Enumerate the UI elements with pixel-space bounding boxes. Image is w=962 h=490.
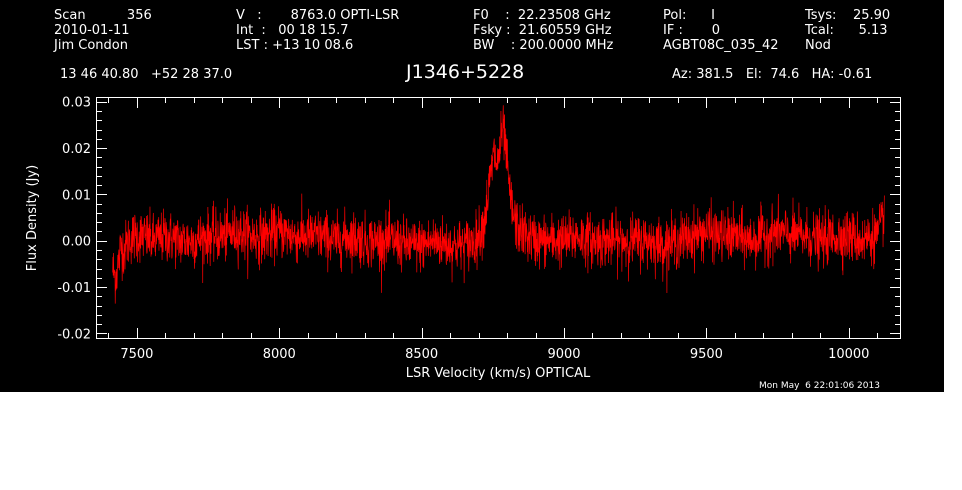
x-tick-label: 8500	[405, 347, 438, 362]
header-tcal: Tcal: 5.13	[805, 23, 888, 38]
header-sky-freq: Fsky : 21.60559 GHz	[473, 23, 612, 38]
header-rest-freq: F0 : 22.23508 GHz	[473, 8, 611, 23]
y-tick-label: -0.02	[57, 327, 91, 342]
y-axis-label: Flux Density (Jy)	[25, 165, 40, 271]
x-tick-label: 10000	[828, 347, 869, 362]
plot-frame	[96, 97, 901, 339]
chart-title: J1346+5228	[406, 61, 525, 83]
x-axis-label: LSR Velocity (km/s) OPTICAL	[406, 366, 591, 381]
header-observer: Jim Condon	[54, 38, 128, 53]
y-tick-label: 0.01	[62, 188, 91, 203]
header-project: AGBT08C_035_42	[663, 38, 779, 53]
x-tick-label: 8000	[263, 347, 296, 362]
x-tick-label: 9500	[690, 347, 723, 362]
header-procedure: Nod	[805, 38, 831, 53]
header-velocity: V : 8763.0 OPTI-LSR	[236, 8, 400, 23]
timestamp: Mon May 6 22:01:06 2013	[759, 381, 880, 391]
spectrum-line	[112, 105, 885, 304]
header-tsys: Tsys: 25.90	[805, 8, 891, 23]
header-date: 2010-01-11	[54, 23, 130, 38]
header-scan: Scan 356	[54, 8, 152, 23]
header-bandwidth: BW : 200.0000 MHz	[473, 38, 614, 53]
spectrum-trace-layer	[112, 105, 885, 304]
header-if: IF : 0	[663, 23, 721, 38]
y-tick-label: 0.00	[62, 235, 91, 250]
x-tick-label: 7500	[120, 347, 153, 362]
header-polarization: Pol: I	[663, 8, 715, 23]
x-tick-label: 9000	[547, 347, 580, 362]
header-coordinates: 13 46 40.80 +52 28 37.0	[60, 67, 233, 82]
header-integration: Int : 00 18 15.7	[236, 23, 349, 38]
header-lst: LST : +13 10 08.6	[236, 38, 354, 53]
plot-panel: Scan 356 2010-01-11 Jim Condon V : 8763.…	[0, 0, 944, 392]
y-tick-label: -0.01	[57, 281, 91, 296]
y-tick-label: 0.02	[62, 142, 91, 157]
spectrum-chart: 7500 8000 8500 9000 9500 10000 -0.02 -0.01 0.00 0…	[25, 96, 901, 381]
y-tick-label: 0.03	[62, 96, 91, 111]
axis-ticks: 7500 8000 8500 9000 9500 10000 -0.02 -0.01 0.00 0…	[57, 96, 900, 362]
header-pointing: Az: 381.5 El: 74.6 HA: -0.61	[672, 67, 873, 82]
